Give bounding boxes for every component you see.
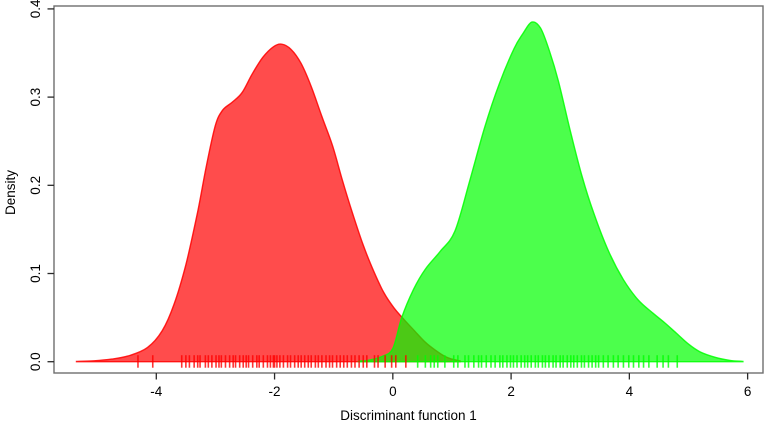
x-tick-label: -2: [269, 384, 281, 399]
y-tick-label: 0.0: [28, 352, 43, 371]
x-tick-label: 0: [389, 384, 397, 399]
y-tick-label: 0.2: [28, 176, 43, 195]
density-curve-group-2-green: [357, 21, 744, 363]
x-tick-label: 4: [626, 384, 634, 399]
x-tick-label: -4: [150, 384, 162, 399]
y-axis-title: Density: [3, 170, 18, 215]
x-axis-title: Discriminant function 1: [340, 408, 477, 423]
plot-box: [53, 5, 764, 374]
y-tick-label: 0.4: [28, 0, 43, 18]
x-tick-label: 2: [507, 384, 515, 399]
y-tick-label: 0.3: [28, 88, 43, 107]
x-tick-label: 6: [744, 384, 752, 399]
y-tick-label: 0.1: [28, 264, 43, 283]
